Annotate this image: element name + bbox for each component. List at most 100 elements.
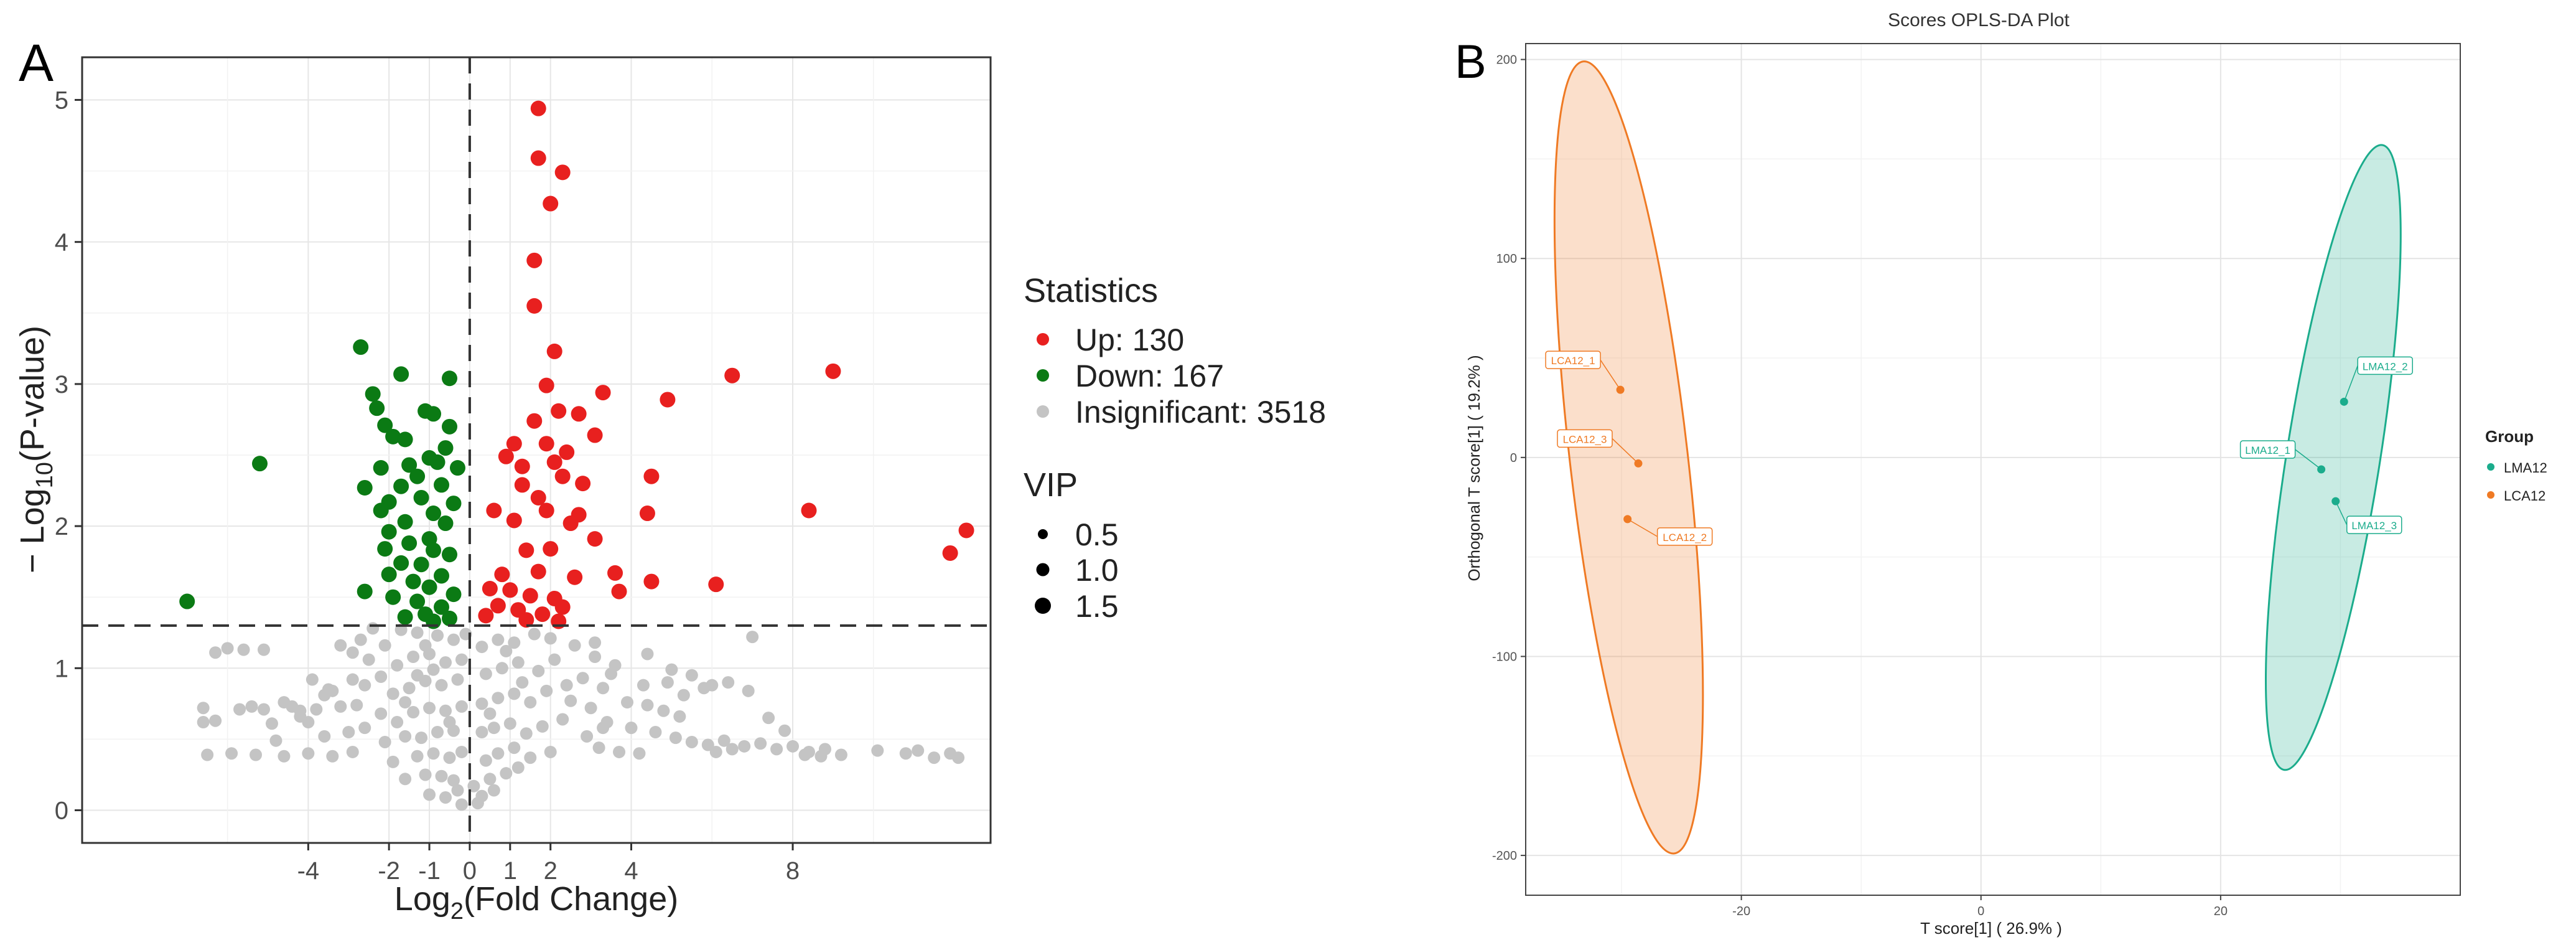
down-point bbox=[446, 496, 462, 512]
insignificant-point bbox=[637, 679, 650, 692]
volcano-x-tick-label: 1 bbox=[503, 857, 517, 885]
insignificant-point bbox=[492, 692, 505, 705]
down-point bbox=[397, 609, 413, 625]
insignificant-point bbox=[649, 725, 662, 738]
up-point bbox=[514, 458, 530, 474]
up-point bbox=[530, 150, 546, 166]
sample-label-box bbox=[2346, 515, 2402, 534]
up-point bbox=[526, 413, 543, 429]
legend-vip-label-large: 1.5 bbox=[1075, 589, 1119, 624]
legend-lma12-marker bbox=[2487, 463, 2494, 471]
up-point bbox=[708, 576, 724, 593]
panel-label-a: A bbox=[19, 34, 54, 92]
sample-label-text: LCA12_3 bbox=[1563, 433, 1607, 445]
insignificant-point bbox=[669, 731, 682, 745]
up-point bbox=[643, 468, 660, 484]
legend-up-label: Up: 130 bbox=[1075, 322, 1184, 357]
insignificant-point bbox=[265, 717, 278, 730]
insignificant-point bbox=[726, 743, 739, 756]
insignificant-point bbox=[778, 724, 791, 737]
up-point bbox=[518, 612, 534, 628]
up-point bbox=[587, 427, 603, 443]
down-point bbox=[385, 428, 401, 444]
insignificant-point bbox=[576, 672, 589, 685]
opls-da-x-axis-ticks: -20 0 20 bbox=[1732, 895, 2228, 918]
sample-label-text: LCA12_2 bbox=[1663, 532, 1707, 543]
sample-label-leader bbox=[1627, 519, 1658, 537]
insignificant-point bbox=[391, 659, 404, 672]
opls-da-y-axis-title: Orthogonal T score[1] ( 19.2% ) bbox=[1465, 355, 1483, 581]
down-point bbox=[426, 406, 442, 422]
down-point bbox=[365, 386, 381, 402]
volcano-x-axis-title: Log2(Fold Change) bbox=[394, 880, 678, 924]
sample-label-leader bbox=[2335, 501, 2348, 525]
up-point bbox=[575, 476, 591, 492]
up-point bbox=[546, 343, 562, 359]
insignificant-point bbox=[431, 725, 444, 738]
insignificant-point bbox=[358, 722, 371, 735]
insignificant-point bbox=[269, 734, 282, 747]
insignificant-point bbox=[455, 798, 468, 811]
confidence-ellipse-lca12 bbox=[1553, 60, 1704, 855]
insignificant-point bbox=[443, 751, 456, 764]
volcano-y-tick-label: 1 bbox=[55, 655, 68, 682]
insignificant-point bbox=[544, 632, 557, 645]
insignificant-point bbox=[548, 653, 561, 666]
insignificant-point bbox=[318, 730, 331, 743]
volcano-plot-border bbox=[81, 56, 992, 844]
opls-da-x-tick-label: 20 bbox=[2214, 905, 2228, 918]
down-point bbox=[353, 339, 369, 355]
insignificant-point bbox=[479, 667, 492, 680]
insignificant-point bbox=[419, 639, 432, 652]
insignificant-point bbox=[209, 714, 222, 727]
down-point bbox=[393, 366, 409, 382]
opls-da-y-tick-label: 0 bbox=[1510, 451, 1517, 465]
volcano-y-axis-title: − Log10(P-value) bbox=[14, 326, 58, 573]
legend-lma12-label: LMA12 bbox=[2504, 460, 2547, 476]
down-point bbox=[405, 573, 421, 590]
down-point bbox=[426, 506, 442, 522]
insignificant-point bbox=[306, 673, 319, 686]
up-point bbox=[571, 406, 587, 422]
insignificant-point bbox=[375, 670, 388, 683]
insignificant-point bbox=[709, 745, 722, 758]
down-point bbox=[421, 579, 437, 595]
insignificant-point bbox=[197, 716, 210, 729]
opls-da-legend: Group LMA12 LCA12 bbox=[2485, 427, 2547, 504]
sample-label-box bbox=[1545, 350, 1601, 369]
up-point bbox=[506, 436, 522, 452]
volcano-y-tick-label: 4 bbox=[55, 229, 68, 256]
opls-da-plot-area bbox=[1525, 43, 2461, 896]
volcano-legend: Statistics Up: 130 Down: 167 Insignifica… bbox=[1024, 272, 1326, 624]
up-point bbox=[801, 502, 817, 519]
insignificant-point bbox=[483, 773, 497, 786]
sample-label-box bbox=[2357, 356, 2413, 375]
insignificant-point bbox=[899, 747, 912, 760]
insignificant-point bbox=[834, 748, 847, 761]
down-point bbox=[426, 542, 442, 558]
confidence-ellipses bbox=[1553, 60, 2402, 855]
up-point bbox=[534, 606, 551, 623]
up-point bbox=[587, 531, 603, 547]
sample-label-box bbox=[1557, 429, 1613, 448]
insignificant-point bbox=[673, 710, 686, 723]
insignificant-point bbox=[278, 750, 291, 763]
panel-label-b: B bbox=[1455, 35, 1486, 88]
up-point bbox=[554, 599, 571, 615]
up-point bbox=[494, 567, 510, 583]
insignificant-point bbox=[589, 636, 602, 649]
insignificant-point bbox=[508, 636, 521, 649]
insignificant-point bbox=[536, 720, 549, 733]
volcano-x-tick-label: -4 bbox=[297, 857, 320, 885]
insignificant-point bbox=[423, 702, 436, 715]
insignificant-point bbox=[435, 679, 448, 692]
insignificant-point bbox=[928, 751, 941, 764]
down-point bbox=[434, 568, 450, 584]
opls-da-y-tick-label: 100 bbox=[1496, 252, 1517, 266]
down-point bbox=[369, 400, 385, 416]
insignificant-point bbox=[209, 646, 222, 659]
insignificant-point bbox=[386, 755, 399, 768]
volcano-y-tick-label: 2 bbox=[55, 513, 68, 540]
up-point bbox=[543, 541, 559, 557]
